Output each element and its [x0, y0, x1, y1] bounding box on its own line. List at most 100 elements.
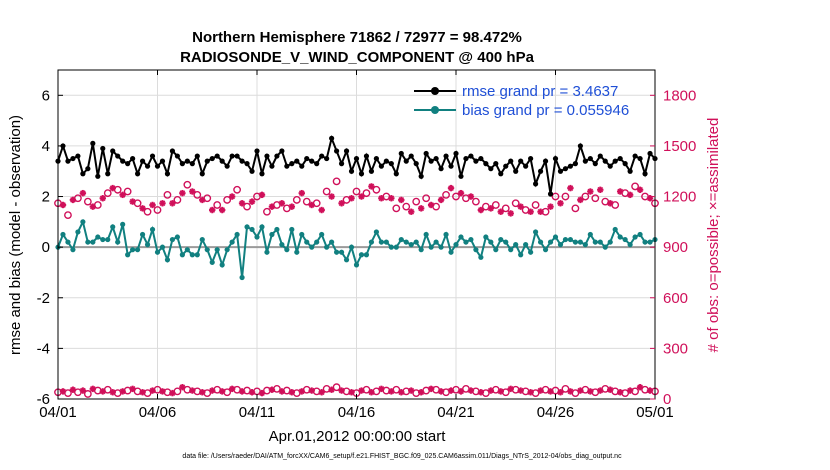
- obs-possible-marker: [64, 211, 72, 219]
- obs-possible-marker: [581, 192, 590, 201]
- rmse-point: [428, 158, 434, 164]
- bias-point: [552, 234, 559, 240]
- grid-lines: [57, 70, 656, 400]
- rmse-point: [483, 161, 489, 167]
- rmse-point: [70, 155, 76, 162]
- obs-assimilated-marker: [358, 193, 365, 200]
- bias-point: [433, 239, 439, 245]
- bias-point: [498, 236, 504, 243]
- rmse-point: [284, 163, 290, 169]
- obs-assimilated-marker: [258, 191, 266, 199]
- bias-point: [632, 234, 638, 240]
- bias-point: [607, 239, 613, 245]
- bias-point: [493, 247, 499, 253]
- rmse-point: [120, 158, 126, 164]
- rmse-point: [139, 158, 146, 164]
- obs-possible-marker: [163, 190, 172, 199]
- obs-assimilated-marker: [646, 195, 654, 202]
- bias-point: [528, 249, 534, 255]
- y-right-tick-label: 1800: [663, 87, 696, 104]
- rmse-point: [219, 158, 225, 164]
- obs-assimilated-marker: [487, 205, 495, 212]
- bias-point: [642, 239, 648, 245]
- rmse-point: [115, 153, 121, 159]
- y-right-tick-label: 0: [663, 391, 671, 408]
- rmse-point: [413, 161, 419, 167]
- rmse-point: [468, 153, 474, 159]
- obs-assimilated-marker: [557, 200, 564, 207]
- bias-point: [622, 236, 628, 243]
- rmse-point: [637, 155, 643, 162]
- bias-point: [329, 239, 335, 245]
- y-left-tick-label: -6: [37, 391, 50, 408]
- obs-assimilated-marker: [348, 195, 355, 202]
- rmse-point: [85, 166, 91, 172]
- x-tick-label: 04/11: [239, 404, 275, 421]
- rmse-point: [388, 161, 394, 167]
- obs-possible-marker: [233, 185, 242, 194]
- rmse-point: [90, 140, 96, 146]
- y-left-axis-label: rmse and bias (model - observation): [7, 115, 24, 355]
- legend: rmse grand pr = 3.4637 bias grand pr = 0…: [414, 83, 629, 119]
- rmse-series: [55, 134, 658, 197]
- rmse-point: [144, 163, 151, 169]
- obs-assimilated-marker: [218, 206, 226, 214]
- obs-assimilated-marker: [467, 193, 475, 200]
- rmse-point: [572, 161, 579, 167]
- obs-possible-marker: [561, 192, 570, 201]
- bias-point: [587, 231, 593, 238]
- bias-point: [189, 252, 195, 258]
- x-axis-label: Apr.01,2012 00:00:00 start: [269, 428, 447, 445]
- rmse-point: [264, 153, 270, 159]
- obs-possible-marker: [611, 201, 620, 209]
- rmse-point: [343, 148, 350, 154]
- rmse-point: [95, 173, 101, 179]
- obs-possible-marker: [113, 185, 122, 194]
- y-left-tick-label: 6: [42, 87, 50, 104]
- rmse-point: [214, 153, 220, 159]
- bias-point: [438, 244, 444, 250]
- bias-point: [254, 234, 260, 240]
- bias-point: [523, 242, 529, 248]
- rmse-point: [324, 155, 330, 162]
- bias-point: [60, 231, 66, 238]
- obs-assimilated-marker: [119, 191, 126, 199]
- y-left-tick-label: 2: [42, 189, 50, 206]
- bias-point: [95, 234, 101, 240]
- bias-point: [542, 247, 549, 253]
- bias-point: [602, 244, 608, 250]
- bias-point: [199, 236, 205, 243]
- obs-possible-marker: [83, 197, 92, 206]
- obs-assimilated-marker: [149, 201, 156, 209]
- bias-point: [249, 226, 255, 233]
- rmse-point: [125, 161, 131, 167]
- bias-point: [363, 252, 370, 258]
- rmse-point: [184, 158, 190, 164]
- rmse-point: [617, 155, 623, 162]
- rmse-point: [334, 148, 340, 154]
- rmse-point: [642, 171, 648, 177]
- bias-point: [418, 247, 424, 253]
- bias-point: [334, 249, 340, 255]
- rmse-point: [577, 143, 583, 149]
- y-right-tick-label: 1500: [663, 138, 696, 155]
- bias-point: [513, 242, 519, 248]
- obs-possible-marker: [422, 194, 431, 203]
- obs-possible-marker: [322, 187, 331, 196]
- bias-point: [259, 224, 265, 230]
- bias-point: [508, 247, 514, 253]
- bias-point: [468, 236, 474, 243]
- legend-bias-marker: [431, 106, 439, 114]
- bias-point: [214, 247, 220, 253]
- obs-possible-marker: [223, 388, 232, 397]
- x-tick-label: 04/26: [537, 404, 575, 421]
- rmse-point: [378, 163, 384, 169]
- bias-point: [324, 244, 330, 250]
- bias-point: [309, 244, 315, 250]
- bias-point: [319, 231, 325, 238]
- rmse-point: [269, 163, 275, 169]
- bias-point: [393, 244, 399, 250]
- rmse-point: [224, 163, 230, 169]
- data-file-caption: data file: /Users/raeder/DAI/ATM_forcXX/…: [182, 453, 622, 460]
